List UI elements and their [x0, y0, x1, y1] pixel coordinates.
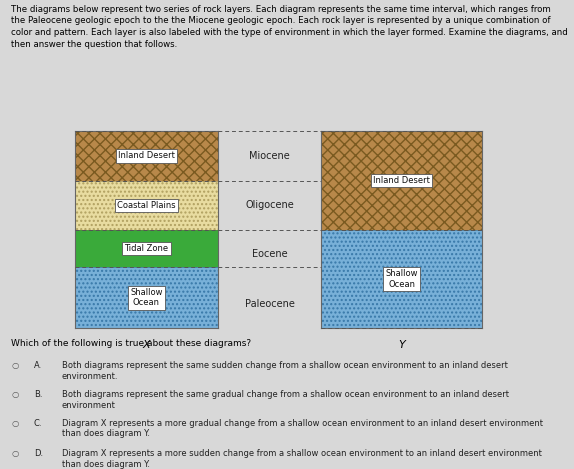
Text: Coastal Plains: Coastal Plains: [117, 201, 176, 210]
Text: Diagram X represents a more gradual change from a shallow ocean environment to a: Diagram X represents a more gradual chan…: [62, 419, 543, 439]
Text: ○: ○: [11, 390, 18, 399]
Text: A.: A.: [34, 361, 42, 371]
Text: Shallow
Ocean: Shallow Ocean: [386, 269, 418, 289]
Text: ○: ○: [11, 361, 18, 371]
Text: X: X: [142, 340, 150, 350]
Text: The diagrams below represent two series of rock layers. Each diagram represents : The diagrams below represent two series …: [11, 5, 568, 49]
Bar: [75, 181, 218, 230]
Text: Which of the following is true about these diagrams?: Which of the following is true about the…: [11, 339, 251, 348]
Text: Paleocene: Paleocene: [245, 299, 294, 309]
Text: Both diagrams represent the same gradual change from a shallow ocean environment: Both diagrams represent the same gradual…: [62, 390, 509, 409]
Bar: [75, 131, 218, 181]
Text: Both diagrams represent the same sudden change from a shallow ocean environment : Both diagrams represent the same sudden …: [62, 361, 508, 381]
Text: ○: ○: [11, 419, 18, 428]
Text: Shallow
Ocean: Shallow Ocean: [130, 288, 162, 308]
Text: Diagram X represents a more sudden change from a shallow ocean environment to an: Diagram X represents a more sudden chang…: [62, 449, 542, 469]
Text: B.: B.: [34, 390, 42, 399]
Text: Miocene: Miocene: [250, 151, 290, 161]
Text: ○: ○: [11, 449, 18, 458]
Text: Oligocene: Oligocene: [246, 200, 294, 210]
Bar: [321, 230, 482, 328]
Text: D.: D.: [34, 449, 43, 458]
Bar: [75, 267, 218, 328]
Bar: [75, 230, 218, 267]
Text: Inland Desert: Inland Desert: [373, 176, 430, 185]
Text: Tidal Zone: Tidal Zone: [125, 244, 168, 253]
Text: Y: Y: [398, 340, 405, 350]
Text: Eocene: Eocene: [252, 250, 288, 259]
Bar: [321, 131, 482, 230]
Text: Inland Desert: Inland Desert: [118, 151, 175, 160]
Text: C.: C.: [34, 419, 42, 428]
